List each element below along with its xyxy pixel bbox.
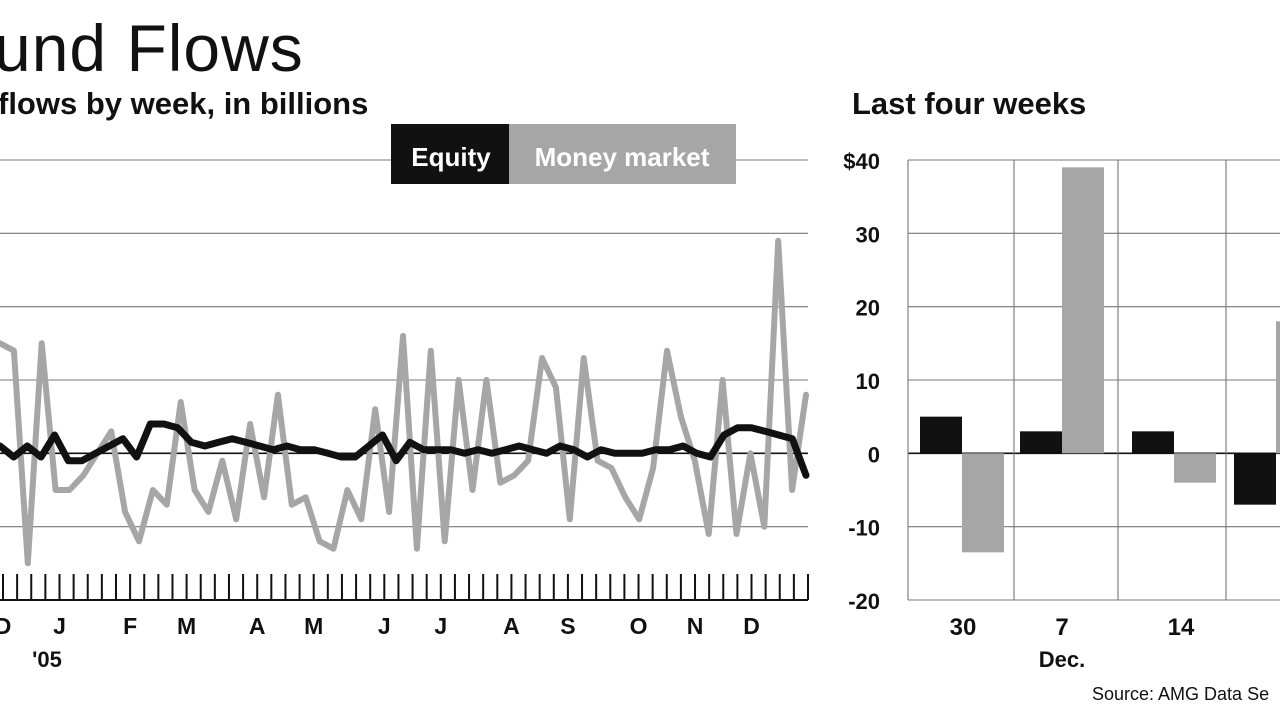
x-tick-label: J [434, 613, 447, 639]
equity-line [0, 420, 810, 479]
x-tick-label: S [560, 613, 575, 639]
category-label: 30 [950, 614, 977, 641]
x-tick-label: O [630, 613, 648, 639]
category-sublabel: Dec. [1039, 647, 1085, 672]
x-tick-label: J [53, 613, 66, 639]
source-note: Source: AMG Data Se [1092, 684, 1270, 704]
equity-bar [1234, 453, 1276, 505]
y-tick-label: -20 [848, 589, 880, 614]
x-tick-label: A [503, 613, 520, 639]
x-tick-label: D [0, 613, 11, 639]
year-label: '05 [32, 647, 62, 672]
equity-bar [1020, 431, 1062, 454]
legend-money-market-box [509, 124, 736, 184]
y-tick-label: 10 [856, 369, 880, 394]
right-panel-title: Last four weeks [852, 86, 1087, 121]
money-market-bar [1062, 167, 1104, 454]
x-tick-label: M [177, 613, 196, 639]
category-label: 14 [1168, 614, 1195, 641]
y-tick-label: 0 [868, 442, 880, 467]
x-tick-label: M [304, 613, 323, 639]
legend-equity-label: Equity [411, 142, 491, 172]
category-label: 7 [1055, 614, 1068, 641]
x-tick-label: J [378, 613, 391, 639]
x-tick-label: A [249, 613, 266, 639]
y-tick-label: $40 [843, 149, 880, 174]
y-tick-label: 30 [856, 222, 880, 247]
money-market-bar [1276, 321, 1280, 454]
chart-title: und Flows [0, 11, 304, 85]
money-market-bar [962, 453, 1004, 553]
x-tick-label: N [687, 613, 704, 639]
equity-bar [1132, 431, 1174, 454]
x-tick-label: D [743, 613, 760, 639]
chart-subtitle: flows by week, in billions [0, 86, 369, 121]
x-tick-label: F [123, 613, 137, 639]
money-market-line [0, 237, 809, 567]
money-market-bar [1174, 453, 1216, 483]
legend-equity-box [391, 124, 509, 184]
y-tick-label: 20 [856, 296, 880, 321]
legend-money-market-label: Money market [535, 142, 710, 172]
equity-bar [920, 416, 962, 454]
y-tick-label: -10 [848, 516, 880, 541]
